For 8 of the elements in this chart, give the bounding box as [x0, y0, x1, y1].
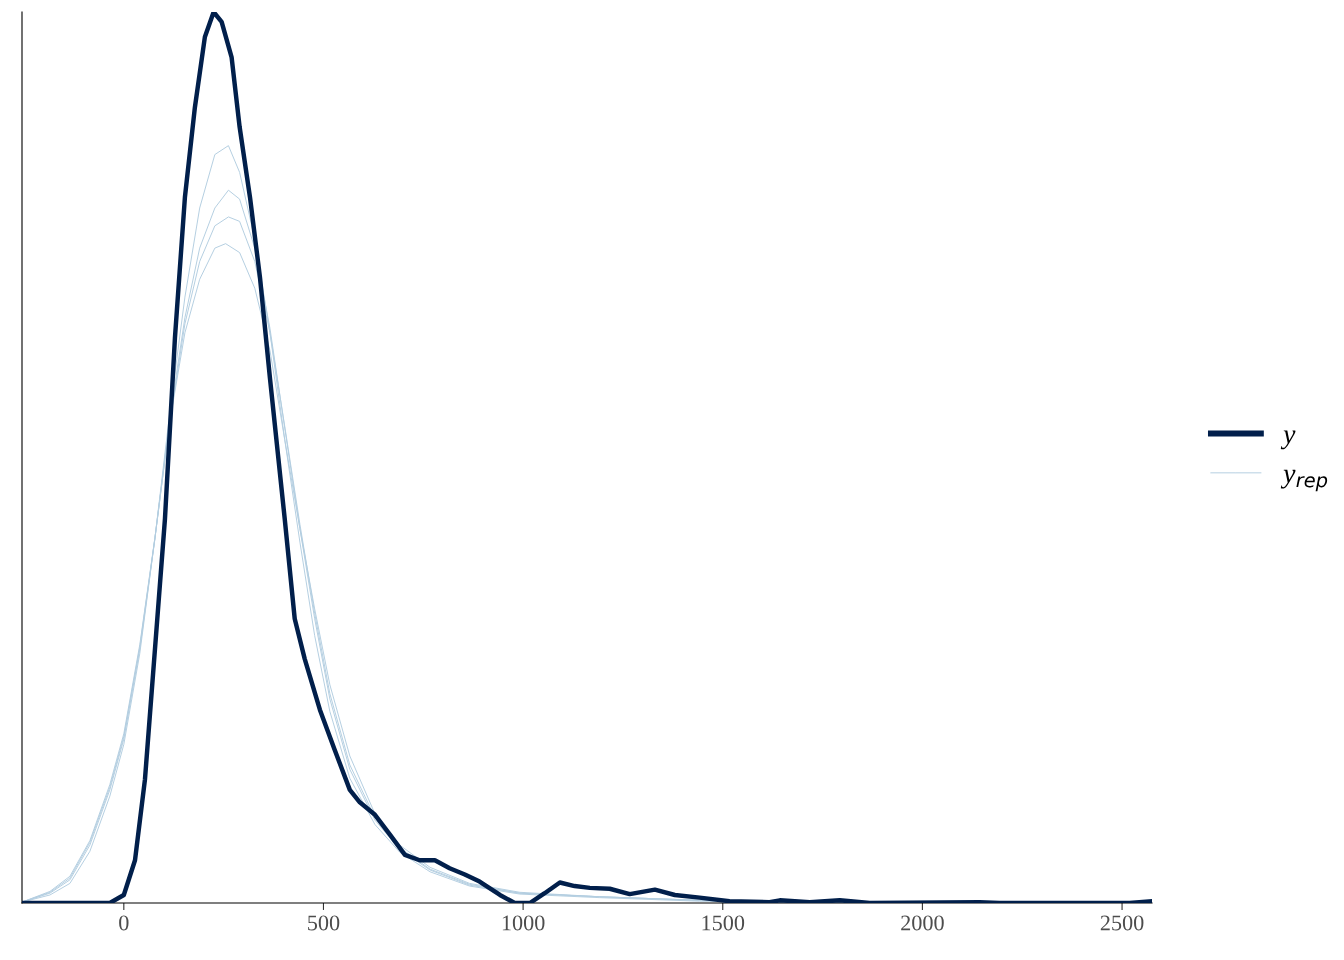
- x-tick-label: 1000: [502, 915, 545, 931]
- legend-label: y: [1280, 430, 1296, 450]
- x-tick-label: 500: [308, 915, 340, 931]
- legend-label: y$_{rep}$: [1280, 469, 1328, 492]
- x-tick-label: 2500: [1100, 915, 1144, 931]
- x-tick-label: 0: [119, 915, 129, 931]
- x-tick-label: 2000: [901, 915, 944, 931]
- x-tick-label: 1500: [702, 915, 745, 931]
